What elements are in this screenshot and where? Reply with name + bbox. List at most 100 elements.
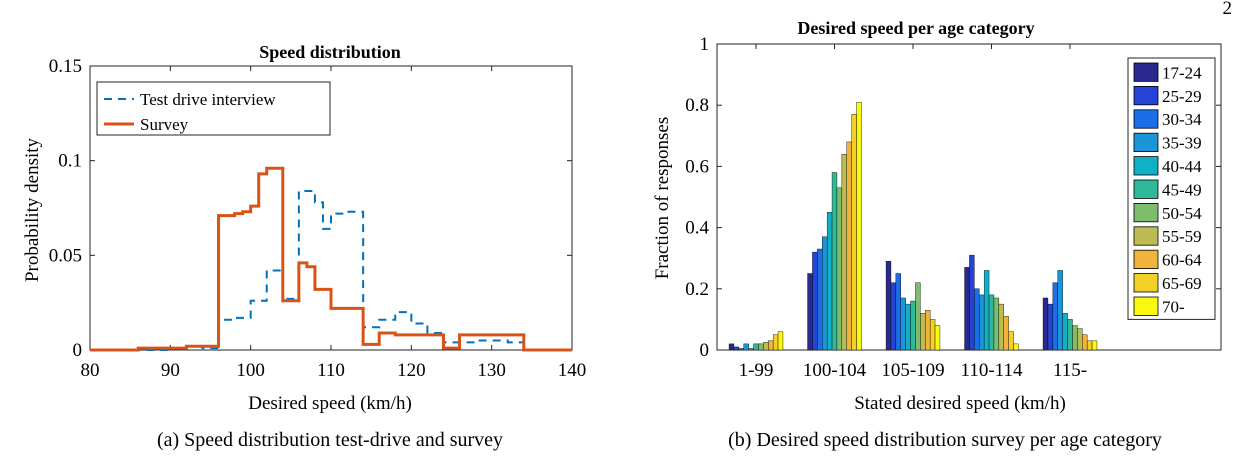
chart-a-x-axis-label: Desired speed (km/h): [248, 393, 412, 414]
chart-b-bar: [758, 343, 764, 351]
chart-a-x-tick-label: 140: [558, 360, 587, 381]
chart-b-bar: [934, 325, 941, 351]
chart-a-series-line-0: [90, 189, 572, 351]
chart-a-title: Speed distribution: [259, 42, 401, 62]
chart-b-legend-label: 65-69: [1162, 274, 1202, 293]
chart-b-legend-label: 35-39: [1162, 134, 1202, 153]
chart-b-bar: [1008, 331, 1014, 351]
chart-b-bar: [895, 273, 901, 351]
chart-b-bar: [920, 313, 926, 351]
chart-b-legend-swatch: [1133, 202, 1159, 223]
chart-b-bar: [1086, 340, 1093, 351]
chart-b-bar: [905, 303, 911, 351]
chart-b-bar: [748, 348, 754, 351]
chart-b-bar: [1003, 316, 1009, 351]
chart-b-x-tick-label: 100-104: [803, 360, 867, 381]
chart-b-bar: [817, 248, 823, 351]
chart-b-caption: (b) Desired speed distribution survey pe…: [728, 429, 1162, 451]
chart-b-bar: [1052, 282, 1058, 351]
chart-b-bar: [763, 342, 769, 351]
chart-b-bar: [974, 288, 980, 351]
chart-b-legend-swatch: [1133, 109, 1159, 129]
chart-b-y-tick-label: 1: [700, 34, 710, 55]
chart-b-bar: [890, 282, 897, 351]
chart-b-bar: [812, 251, 818, 351]
chart-b-bar: [1057, 270, 1063, 351]
chart-b-y-tick-label: 0.6: [685, 156, 709, 177]
chart-b-x-tick-label: 115-: [1053, 360, 1087, 381]
chart-b-bar: [1091, 340, 1098, 351]
chart-b-bar: [1072, 325, 1078, 351]
chart-b-bar: [753, 343, 759, 351]
chart-b-bar: [900, 297, 906, 351]
chart-b-legend-swatch: [1133, 156, 1159, 176]
chart-b-bar: [831, 172, 838, 351]
chart-a-y-axis-label: Probability density: [22, 137, 43, 282]
chart-b-bar: [1047, 303, 1054, 351]
chart-b-x-tick-label: 1-99: [739, 360, 774, 381]
chart-b-bar: [929, 319, 936, 351]
chart-b-legend-swatch: [1133, 226, 1159, 246]
chart-a-x-tick-label: 100: [236, 360, 265, 381]
chart-b-bar: [979, 294, 985, 351]
chart-b-legend-label: 60-64: [1162, 251, 1202, 270]
chart-b-legend-label: 25-29: [1162, 87, 1202, 106]
chart-b-y-axis-label: Fraction of responses: [652, 117, 673, 280]
chart-a-plot-area: 80 90 100 110 120 130 140 0 0.05 0.1 0.15: [49, 56, 587, 381]
chart-b-bar: [822, 236, 828, 351]
chart-a-legend-box: [96, 81, 331, 136]
chart-b-bar: [969, 254, 975, 351]
chart-a-x-tick-label: 90: [161, 360, 180, 381]
chart-b-bar: [841, 153, 847, 351]
chart-b-legend-label: 70-: [1162, 297, 1185, 316]
chart-b-bar: [846, 141, 852, 351]
chart-b-bar: [733, 346, 740, 351]
chart-b-legend-swatch: [1133, 249, 1159, 269]
chart-b-legend-label: 50-54: [1162, 204, 1202, 223]
page-number: 2: [1223, 0, 1233, 19]
chart-b-bar: [915, 282, 921, 351]
chart-a-series-line-1: [90, 166, 572, 352]
chart-b-bar: [1077, 328, 1083, 351]
chart-b-bar: [925, 310, 931, 351]
chart-b-y-tick-label: 0.4: [685, 218, 709, 239]
chart-b-legend-label: 45-49: [1162, 180, 1202, 199]
chart-b-bar: [836, 187, 843, 351]
chart-b-bar: [1062, 313, 1068, 351]
chart-b-bar: [777, 331, 784, 351]
chart-b-x-tick-label: 110-114: [961, 360, 1023, 381]
chart-b-bar: [998, 303, 1004, 351]
chart-b-legend-swatch: [1133, 132, 1159, 152]
chart-b-y-tick-label: 0.2: [685, 279, 709, 300]
chart-a-y-tick-label: 0: [73, 340, 83, 361]
chart-b-bar: [983, 270, 990, 351]
chart-b-bar: [1082, 334, 1088, 351]
chart-b-desired-speed-per-age: Desired speed per age category 0 0.2 0.4 0.…: [652, 18, 1222, 451]
chart-b-x-tick-label: 105-109: [881, 360, 944, 381]
chart-b-bar: [910, 300, 916, 351]
chart-b-bar: [856, 101, 862, 351]
chart-b-legend-swatch: [1133, 273, 1159, 293]
chart-b-legend-swatch: [1133, 62, 1159, 82]
chart-b-legend-label: 55-59: [1162, 227, 1202, 246]
chart-b-bar: [1013, 343, 1019, 351]
chart-b-bar: [993, 297, 1000, 351]
chart-b-legend-swatch: [1133, 296, 1159, 316]
chart-b-bar: [826, 212, 833, 351]
chart-a-y-tick-label: 0.15: [49, 56, 82, 77]
chart-a-legend: Test drive interview Survey: [96, 81, 331, 136]
chart-a-speed-distribution: Speed distribution 80 90 100 110 120 130 140 0 0…: [22, 42, 586, 451]
chart-a-x-tick-label: 80: [81, 360, 100, 381]
chart-a-legend-label: Test drive interview: [140, 90, 276, 109]
chart-b-bar: [768, 340, 774, 351]
chart-b-bar: [964, 267, 970, 351]
chart-b-legend-label: 40-44: [1162, 157, 1202, 176]
chart-a-y-tick-label: 0.1: [58, 151, 82, 172]
chart-b-legend-label: 30-34: [1162, 110, 1202, 129]
chart-b-x-axis-label: Stated desired speed (km/h): [854, 393, 1066, 414]
chart-b-bar: [851, 114, 857, 351]
chart-a-x-tick-label: 130: [477, 360, 506, 381]
chart-b-bar: [743, 343, 749, 351]
chart-b-bar: [728, 343, 735, 351]
chart-b-bar: [1067, 319, 1073, 351]
